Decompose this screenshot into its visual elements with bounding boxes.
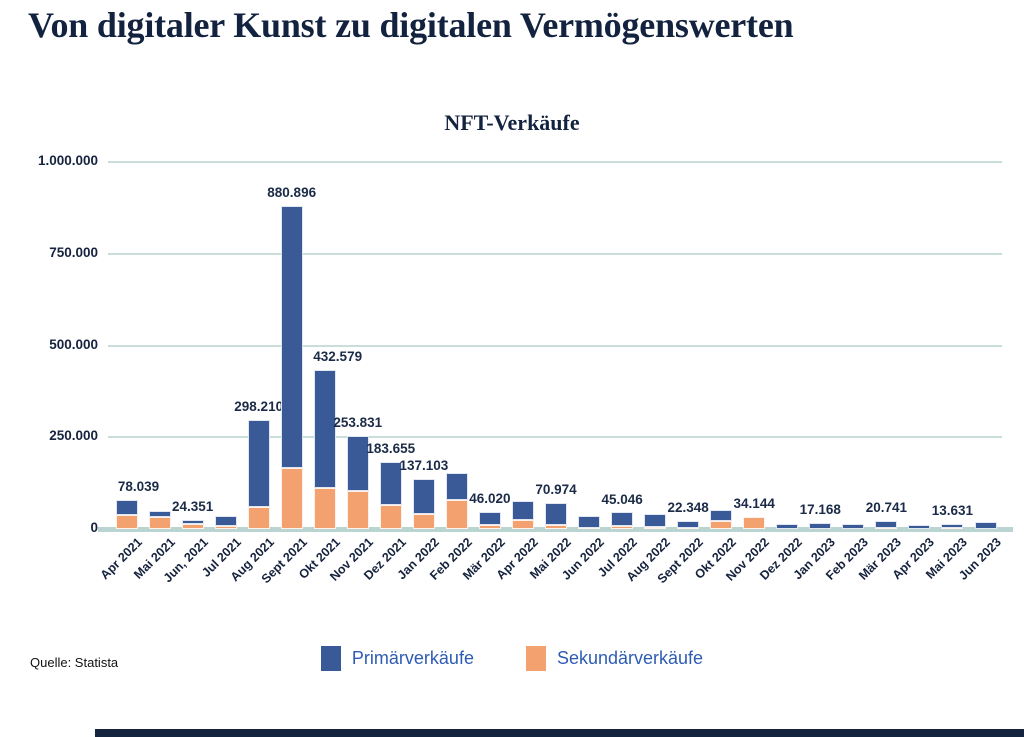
y-axis-tick-label: 750.000 [49, 244, 98, 260]
bar-value-label: 253.831 [333, 414, 383, 430]
bar-segment-primary [115, 500, 138, 515]
bar-segment-secondary [280, 468, 303, 529]
bar-segment-secondary [214, 526, 237, 529]
bar-segment-secondary [611, 526, 634, 529]
bar-value-label: 137.103 [399, 457, 449, 473]
bar-segment-primary [478, 512, 501, 525]
bar-segment-secondary [115, 514, 138, 529]
bar-value-label: 880.896 [267, 184, 317, 200]
bar-segment-secondary [412, 514, 435, 529]
bar-segment-primary [181, 520, 204, 524]
bar-segment-secondary [545, 525, 567, 529]
y-axis-tick-label: 250.000 [49, 428, 98, 444]
bar-segment-primary [974, 522, 997, 529]
y-axis-tick-label: 1.000.000 [37, 153, 98, 168]
bar-value-label: 298.210 [234, 398, 284, 414]
bar-segment-secondary [710, 520, 733, 529]
chart-title: NFT-Verkäufe [444, 110, 580, 135]
gridline [108, 161, 1002, 163]
bar-value-label: 13.631 [931, 503, 974, 518]
bar-segment-primary [941, 524, 964, 529]
bar-value-label: 17.168 [799, 501, 841, 517]
bar-segment-secondary [478, 524, 501, 529]
bar-segment-primary [875, 521, 898, 528]
plot-area: 78.039 Apr 2021 Mai 2021 24.351 Jun, 2021 Jul… [97, 161, 1013, 586]
primary-swatch [320, 646, 341, 671]
bar-value-label: 70.974 [535, 482, 577, 497]
bar-segment-primary [809, 522, 832, 529]
bar-segment-primary [710, 509, 733, 521]
bar-value-label: 24.351 [171, 499, 214, 515]
bar-value-label: 46.020 [469, 491, 511, 507]
gridline [108, 344, 1002, 347]
legend: Primärverkäufe Sekundärverkäufe [0, 646, 1024, 671]
bar-segment-primary [677, 520, 700, 529]
gridline [108, 252, 1002, 255]
bar-segment-secondary [875, 527, 898, 529]
legend-item-primary: Primärverkäufe [320, 646, 474, 671]
bar-segment-primary [644, 513, 667, 527]
bar-segment-primary [445, 472, 468, 501]
footer-accent-bar [95, 729, 1024, 737]
bar-segment-primary [512, 501, 534, 520]
y-axis-tick-label: 0 [90, 520, 98, 535]
bar-segment-secondary [512, 519, 534, 529]
bar-segment-primary [545, 503, 567, 525]
bar-segment-primary [611, 512, 634, 527]
bar-segment-secondary [313, 487, 336, 529]
bar-segment-secondary [379, 505, 402, 529]
bar-value-label: 183.655 [366, 440, 416, 456]
page-title: Von digitaler Kunst zu digitalen Vermöge… [28, 5, 794, 45]
bar-segment-primary [578, 516, 600, 528]
bar-segment-secondary [346, 490, 369, 529]
bar-segment-primary [280, 205, 303, 469]
bar-segment-primary [842, 523, 865, 529]
bar-segment-secondary [148, 517, 171, 529]
bar-segment-primary [148, 511, 171, 518]
bar-segment-secondary [644, 526, 667, 529]
y-axis-tick-label: 500.000 [49, 336, 98, 352]
source-credit: Quelle: Statista [30, 655, 119, 670]
bar-segment-primary [379, 461, 402, 506]
bar-segment-secondary [181, 523, 204, 529]
bar-segment-primary [214, 516, 237, 527]
bar-segment-secondary [445, 500, 468, 529]
bar-value-label: 432.579 [313, 349, 363, 365]
bar-segment-primary [346, 435, 369, 491]
bar-value-label: 20.741 [865, 500, 908, 516]
bar-value-label: 45.046 [601, 491, 643, 507]
bar-segment-secondary [743, 516, 766, 529]
legend-item-secondary: Sekundärverkäufe [525, 646, 704, 671]
bar-segment-secondary [247, 506, 270, 529]
legend-label-secondary: Sekundärverkäufe [556, 648, 704, 668]
legend-label-primary: Primärverkäufe [351, 648, 474, 668]
bar-value-label: 22.348 [667, 499, 709, 515]
bar-segment-primary [313, 370, 336, 488]
secondary-swatch [525, 646, 546, 671]
x-axis-line [98, 527, 1013, 532]
bar-value-label: 34.144 [733, 495, 775, 511]
gridline [108, 436, 1002, 439]
bar-segment-primary [908, 525, 931, 529]
bar-segment-primary [412, 478, 435, 515]
bar-segment-primary [776, 523, 799, 529]
bar-value-label: 78.039 [117, 479, 160, 495]
bar-segment-primary [247, 419, 270, 507]
